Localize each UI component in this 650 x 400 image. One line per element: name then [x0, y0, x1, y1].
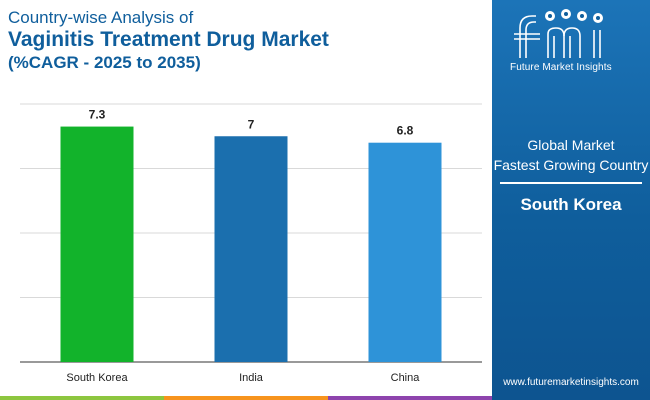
- chart-title: Vaginitis Treatment Drug Market: [8, 28, 329, 51]
- panel-label-global-market: Global Market: [527, 137, 615, 153]
- bar-india: [214, 136, 288, 362]
- bottom-stripe-purple: [328, 396, 492, 400]
- data-label: 6.8: [397, 124, 414, 138]
- data-label: 7.3: [89, 108, 106, 122]
- panel-divider: [500, 182, 642, 184]
- bar-chart: 7.3 South Korea 7 India 6.8 China: [20, 103, 482, 384]
- website-link[interactable]: www.futuremarketinsights.com: [503, 377, 639, 388]
- bottom-stripe: [0, 396, 492, 400]
- chart-title-cagr: (%CAGR - 2025 to 2035): [8, 53, 201, 72]
- fastest-growing-country: South Korea: [520, 195, 622, 214]
- chart-header: Country-wise Analysis of Vaginitis Treat…: [8, 8, 488, 74]
- x-tick-label: South Korea: [66, 372, 128, 384]
- fmi-logo-icon: [514, 9, 603, 58]
- bar-south-korea: [60, 126, 134, 362]
- logo-caption: Future Market Insights: [510, 62, 612, 73]
- bottom-stripe-green: [0, 396, 164, 400]
- side-panel: Future Market Insights Global Market Fas…: [492, 0, 650, 400]
- panel-label-fastest-growing: Fastest Growing Country: [493, 157, 649, 173]
- data-label: 7: [248, 117, 255, 131]
- bar-china: [368, 142, 442, 362]
- x-tick-label: India: [239, 372, 264, 384]
- fmi-logo: Future Market Insights: [510, 6, 632, 74]
- chart-subtitle: Country-wise Analysis of: [8, 8, 194, 27]
- x-tick-label: China: [391, 372, 421, 384]
- bottom-stripe-orange: [164, 396, 328, 400]
